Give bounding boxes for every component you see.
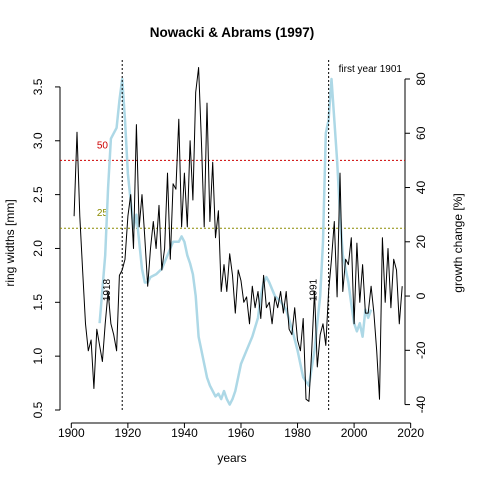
- x-tick-label: 1920: [115, 426, 142, 440]
- threshold-label-25: 25: [97, 208, 109, 219]
- y-left-tick-label: 0.5: [31, 401, 45, 418]
- y-right-tick-label: 20: [414, 235, 428, 249]
- y-right-tick-label: 80: [414, 72, 428, 86]
- x-tick-label: 1980: [284, 426, 311, 440]
- x-tick-label: 2020: [397, 426, 424, 440]
- y-left-tick-label: 2.0: [31, 240, 45, 257]
- growth-change-line: [98, 77, 373, 406]
- y-right-tick-label: 40: [414, 181, 428, 195]
- y-right-tick-label: 0: [414, 292, 428, 299]
- x-tick-label: 2000: [341, 426, 368, 440]
- event-label-1918: 1918: [102, 278, 113, 301]
- first-year-note: first year 1901: [339, 64, 403, 75]
- x-axis-label: years: [217, 451, 246, 465]
- y-left-tick-label: 3.0: [31, 132, 45, 149]
- y-right-tick-label: -40: [414, 396, 428, 414]
- threshold-label-50: 50: [97, 140, 109, 151]
- ring-width-line: [73, 67, 403, 402]
- y-axis-right-label: growth change [%]: [451, 193, 465, 292]
- y-right-tick-label: 60: [414, 126, 428, 140]
- y-left-tick-label: 1.5: [31, 294, 45, 311]
- y-left-tick-label: 3.5: [31, 78, 45, 95]
- y-left-tick-label: 1.0: [31, 347, 45, 364]
- x-tick-label: 1940: [171, 426, 198, 440]
- event-label-1991: 1991: [309, 278, 320, 301]
- x-tick-label: 1960: [228, 426, 255, 440]
- y-left-tick-label: 2.5: [31, 186, 45, 203]
- x-tick-label: 1900: [58, 426, 85, 440]
- chart-title: Nowacki & Abrams (1997): [150, 25, 315, 40]
- y-axis-left-label: ring widths [mm]: [3, 199, 17, 286]
- y-right-tick-label: -20: [414, 341, 428, 359]
